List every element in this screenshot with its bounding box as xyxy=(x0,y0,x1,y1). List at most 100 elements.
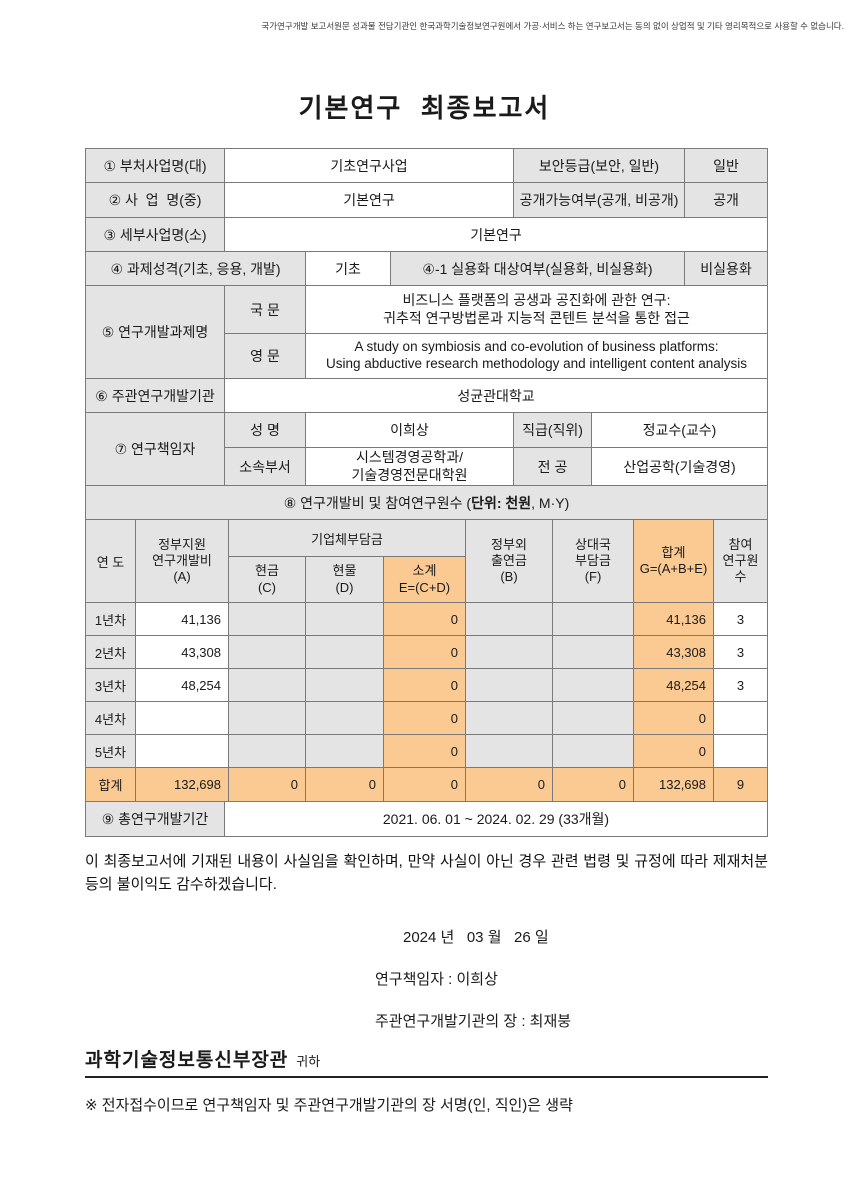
org-head-signature-line: 주관연구개발기관의 장 : 최재붕 xyxy=(375,1013,572,1030)
subtotal-total-cell: 0 xyxy=(383,767,466,802)
minister-honorific: 귀하 xyxy=(296,1054,321,1069)
pi-dept-value: 시스템경영공학과/ 기술경영전문대학원 xyxy=(305,447,514,486)
cash-cell xyxy=(228,734,306,768)
security-level-value: 일반 xyxy=(684,148,768,183)
english-title-value: A study on symbiosis and co-evolution of… xyxy=(305,333,768,379)
pi-major-label: 전 공 xyxy=(513,447,592,486)
nongov-cell xyxy=(465,602,553,636)
partner-cell xyxy=(552,635,634,669)
subtotal-cell: 0 xyxy=(383,734,466,768)
nongov-cell xyxy=(465,734,553,768)
commercialization-value: 비실용화 xyxy=(684,251,768,286)
budget-section-title: ⑧ 연구개발비 및 참여연구원수 (단위: 천원, M·Y) xyxy=(85,485,768,520)
year-cell: 5년차 xyxy=(85,734,136,768)
pi-name-value: 이희상 xyxy=(305,412,514,448)
english-title-label: 영 문 xyxy=(224,333,306,379)
year-cell: 2년차 xyxy=(85,635,136,669)
total-label-cell: 합계 xyxy=(85,767,136,802)
pi-dept-label: 소속부서 xyxy=(224,447,306,486)
year-cell: 3년차 xyxy=(85,668,136,702)
lead-institution-label: ⑥ 주관연구개발기관 xyxy=(85,378,225,413)
project-type-label: ④ 과제성격(기초, 응용, 개발) xyxy=(85,251,306,286)
partner-cell xyxy=(552,701,634,735)
gov-fund-cell: 48,254 xyxy=(135,668,229,702)
total-cell: 43,308 xyxy=(633,635,714,669)
inkind-cell xyxy=(305,602,384,636)
budget-head-nongov: 정부외 출연금 (B) xyxy=(465,519,553,603)
budget-total-row: 합계 132,698 0 0 0 0 0 132,698 9 xyxy=(85,767,768,802)
info-table-pi: ⑦ 연구책임자 성 명 이희상 직급(직위) 정교수(교수) 소속부서 시스템경… xyxy=(85,412,768,486)
budget-head-year: 연 도 xyxy=(85,519,136,603)
program-name-value: 기본연구 xyxy=(224,182,514,218)
korean-title-label: 국 문 xyxy=(224,285,306,334)
gov-fund-cell xyxy=(135,701,229,735)
total-cell: 0 xyxy=(633,701,714,735)
total-cell: 0 xyxy=(633,734,714,768)
budget-head-partner-country: 상대국 부담금 (F) xyxy=(552,519,634,603)
members-total-cell: 9 xyxy=(713,767,768,802)
pi-major-value: 산업공학(기술경영) xyxy=(591,447,768,486)
security-level-label: 보안등급(보안, 일반) xyxy=(513,148,685,183)
ministry-program-value: 기초연구사업 xyxy=(224,148,514,183)
budget-head-members: 참여 연구원수 xyxy=(713,519,768,603)
total-cell: 41,136 xyxy=(633,602,714,636)
gov-fund-total-cell: 132,698 xyxy=(135,767,229,802)
subtotal-cell: 0 xyxy=(383,602,466,636)
members-cell: 3 xyxy=(713,602,768,636)
members-cell: 3 xyxy=(713,635,768,669)
pi-rank-value: 정교수(교수) xyxy=(591,412,768,448)
members-cell: 3 xyxy=(713,668,768,702)
gov-fund-cell xyxy=(135,734,229,768)
budget-row-year2: 2년차 43,308 0 43,308 3 xyxy=(85,635,768,669)
year-cell: 4년차 xyxy=(85,701,136,735)
nongov-total-cell: 0 xyxy=(465,767,553,802)
subtotal-cell: 0 xyxy=(383,668,466,702)
budget-title-unit: 단위: 천원 xyxy=(471,494,532,511)
disclosure-value: 공개 xyxy=(684,182,768,218)
period-table: ⑨ 총연구개발기간 2021. 06. 01 ~ 2024. 02. 29 (3… xyxy=(85,801,768,837)
subprogram-label: ③ 세부사업명(소) xyxy=(85,217,225,252)
budget-head-gov-fund: 정부지원 연구개발비 (A) xyxy=(135,519,229,603)
cash-total-cell: 0 xyxy=(228,767,306,802)
cash-cell xyxy=(228,668,306,702)
budget-head-company: 기업체부담금 xyxy=(228,519,466,557)
inkind-cell xyxy=(305,734,384,768)
grand-total-cell: 132,698 xyxy=(633,767,714,802)
year-cell: 1년차 xyxy=(85,602,136,636)
report-body: ① 부처사업명(대) 기초연구사업 보안등급(보안, 일반) 일반 ② 사 업 … xyxy=(85,148,768,1115)
info-table-project-title: ⑤ 연구개발과제명 국 문 비즈니스 플랫폼의 공생과 공진화에 관한 연구: … xyxy=(85,285,768,379)
partner-cell xyxy=(552,734,634,768)
budget-title-prefix: ⑧ 연구개발비 및 참여연구원수 ( xyxy=(283,494,472,511)
program-name-label: ② 사 업 명(중) xyxy=(85,182,225,218)
nongov-cell xyxy=(465,701,553,735)
subtotal-cell: 0 xyxy=(383,701,466,735)
lead-institution-value: 성균관대학교 xyxy=(224,378,768,413)
inkind-cell xyxy=(305,668,384,702)
commercialization-label: ④-1 실용화 대상여부(실용화, 비실용화) xyxy=(390,251,685,286)
inkind-cell xyxy=(305,701,384,735)
members-cell xyxy=(713,701,768,735)
gov-fund-cell: 41,136 xyxy=(135,602,229,636)
disclosure-label: 공개가능여부(공개, 비공개) xyxy=(513,182,685,218)
budget-row-year4: 4년차 0 0 xyxy=(85,701,768,735)
budget-table: ⑧ 연구개발비 및 참여연구원수 (단위: 천원, M·Y) 연 도 정부지원 … xyxy=(85,485,768,802)
budget-row-year5: 5년차 0 0 xyxy=(85,734,768,768)
electronic-submission-note: ※ 전자접수이므로 연구책임자 및 주관연구개발기관의 장 서명(인, 직인)은… xyxy=(85,1097,573,1114)
pi-rank-label: 직급(직위) xyxy=(513,412,592,448)
korean-title-value: 비즈니스 플랫폼의 공생과 공진화에 관한 연구: 귀추적 연구방법론과 지능적… xyxy=(305,285,768,334)
minister-address-line: 과학기술정보통신부장관 귀하 xyxy=(85,1045,768,1078)
cash-cell xyxy=(228,602,306,636)
budget-row-year1: 1년차 41,136 0 41,136 3 xyxy=(85,602,768,636)
info-table-subprogram: ③ 세부사업명(소) 기본연구 xyxy=(85,217,768,252)
budget-head-total: 합계 G=(A+B+E) xyxy=(633,519,714,603)
members-cell xyxy=(713,734,768,768)
info-table-institution: ⑥ 주관연구개발기관 성균관대학교 xyxy=(85,378,768,413)
cash-cell xyxy=(228,701,306,735)
budget-head-cash: 현금 (C) xyxy=(228,556,306,603)
subtotal-cell: 0 xyxy=(383,635,466,669)
pi-signature-line: 연구책임자 : 이희상 xyxy=(375,971,498,988)
inkind-total-cell: 0 xyxy=(305,767,384,802)
disclaimer-text: 국가연구개발 보고서원문 성과물 전담기관인 한국과학기술정보연구원에서 가공·… xyxy=(261,21,844,31)
budget-row-year3: 3년차 48,254 0 48,254 3 xyxy=(85,668,768,702)
